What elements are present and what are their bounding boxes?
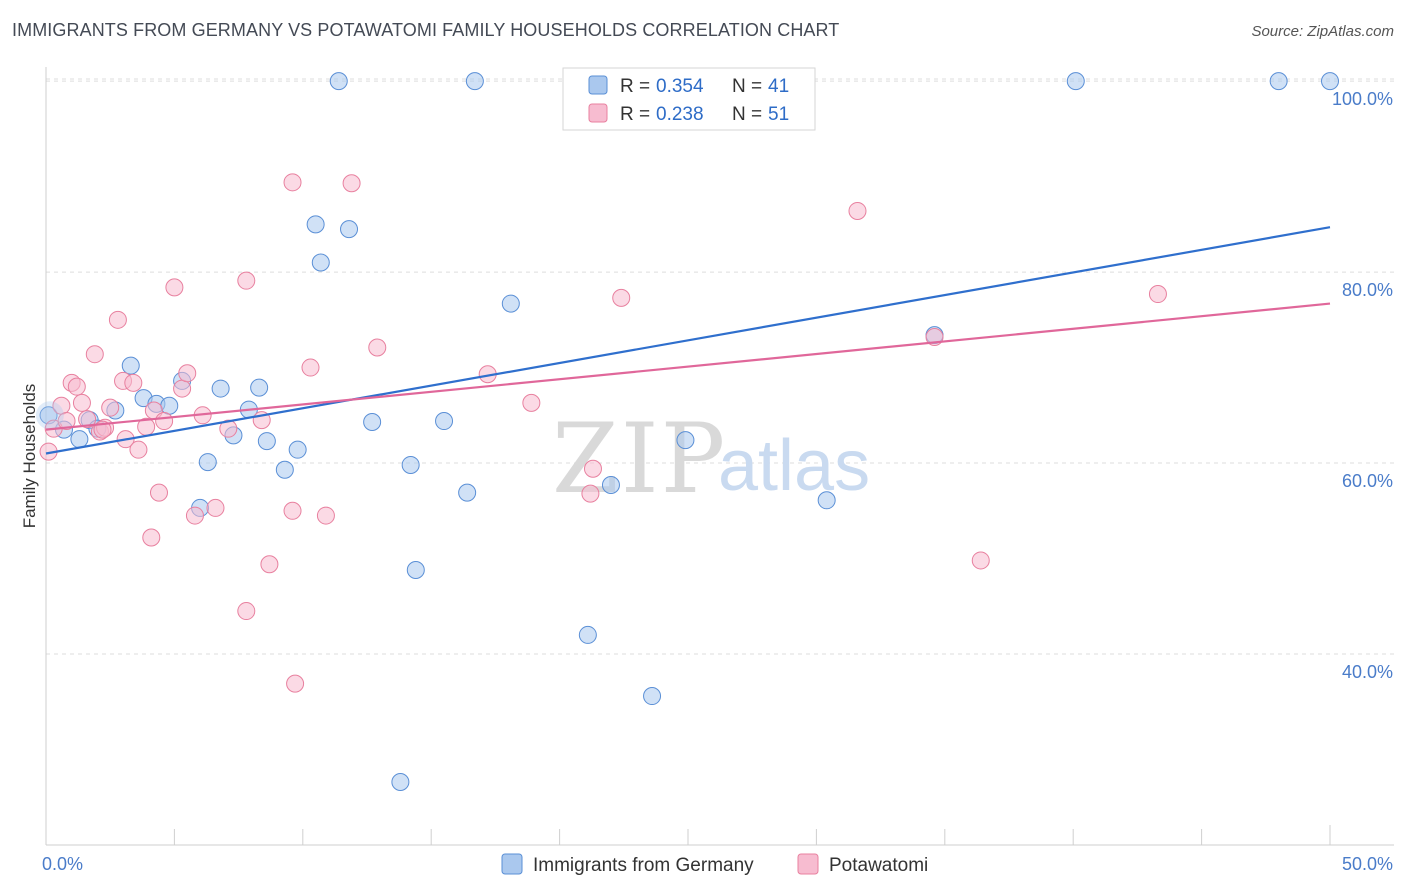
point-potawatomi	[72, 393, 91, 412]
legend-r-value-germany: 0.354	[656, 76, 704, 97]
point-potawatomi	[85, 345, 104, 364]
y-tick-label: 60.0%	[1342, 471, 1393, 491]
bottom-legend-label-germany: Immigrants from Germany	[533, 855, 754, 876]
point-germany	[406, 560, 425, 579]
point-potawatomi	[108, 310, 127, 329]
point-potawatomi	[237, 602, 256, 621]
y-axis-title: Family Households	[20, 384, 39, 529]
point-potawatomi	[612, 288, 631, 307]
y-tick-label: 40.0%	[1342, 662, 1393, 682]
point-potawatomi	[283, 173, 302, 192]
point-potawatomi	[368, 338, 387, 357]
point-potawatomi	[185, 506, 204, 525]
point-potawatomi	[101, 398, 120, 417]
point-potawatomi	[124, 373, 143, 392]
point-potawatomi	[206, 498, 225, 517]
y-tick-label: 100.0%	[1332, 89, 1393, 109]
point-potawatomi	[301, 358, 320, 377]
point-germany	[1066, 72, 1085, 91]
legend-n-label-germany: N =	[732, 76, 762, 97]
chart-source: Source: ZipAtlas.com	[1251, 23, 1394, 40]
legend-swatch-potawatomi	[588, 103, 608, 123]
data-points	[35, 72, 1339, 791]
legend-n-value-germany: 41	[768, 76, 789, 97]
point-potawatomi	[149, 483, 168, 502]
point-potawatomi	[142, 528, 161, 547]
point-potawatomi	[78, 410, 97, 429]
watermark-zip: ZIP	[552, 403, 727, 515]
point-germany	[676, 431, 695, 450]
point-germany	[340, 220, 359, 239]
point-potawatomi	[260, 555, 279, 574]
point-germany	[70, 430, 89, 449]
bottom-legend-swatch-germany	[501, 853, 523, 875]
point-germany	[363, 412, 382, 431]
stats-legend: R = 0.354 N = 41 R = 0.238 N = 51	[562, 67, 816, 131]
legend-r-value-potawatomi: 0.238	[656, 104, 704, 125]
point-potawatomi	[581, 484, 600, 503]
point-germany	[601, 476, 620, 495]
point-potawatomi	[583, 459, 602, 478]
point-germany	[465, 72, 484, 91]
point-potawatomi	[342, 174, 361, 193]
point-germany	[198, 453, 217, 472]
point-potawatomi	[286, 674, 305, 693]
point-potawatomi	[219, 419, 238, 438]
point-germany	[1321, 72, 1339, 91]
point-potawatomi	[522, 393, 541, 412]
point-potawatomi	[848, 201, 867, 220]
legend-n-label-potawatomi: N =	[732, 104, 762, 125]
point-germany	[329, 72, 348, 91]
point-germany	[1269, 72, 1288, 91]
x-tick-label-max: 50.0%	[1342, 854, 1393, 874]
point-potawatomi	[165, 278, 184, 297]
point-germany	[458, 483, 477, 502]
point-potawatomi	[178, 364, 197, 383]
watermark-atlas: atlas	[718, 426, 870, 506]
point-germany	[501, 294, 520, 313]
point-potawatomi	[237, 271, 256, 290]
point-potawatomi	[283, 501, 302, 520]
point-potawatomi	[1148, 285, 1167, 304]
point-potawatomi	[155, 412, 174, 431]
gridlines: 40.0% 60.0% 80.0% 100.0%	[46, 78, 1394, 682]
point-germany	[435, 412, 454, 431]
trend-line-potawatomi	[45, 302, 1331, 431]
point-germany	[288, 440, 307, 459]
point-germany	[121, 356, 140, 375]
point-potawatomi	[173, 379, 192, 398]
point-germany	[211, 379, 230, 398]
point-germany	[311, 253, 330, 272]
legend-r-label-potawatomi: R =	[620, 104, 650, 125]
trend-line-germany	[45, 226, 1331, 455]
point-germany	[275, 460, 294, 479]
legend-r-label-germany: R =	[620, 76, 650, 97]
point-germany	[817, 491, 836, 510]
chart-title: IMMIGRANTS FROM GERMANY VS POTAWATOMI FA…	[12, 20, 840, 40]
x-tick-label-min: 0.0%	[42, 854, 83, 874]
legend-n-value-potawatomi: 51	[768, 104, 789, 125]
point-germany	[250, 378, 269, 397]
point-potawatomi	[129, 440, 148, 459]
point-germany	[391, 772, 410, 791]
point-germany	[306, 215, 325, 234]
point-potawatomi	[316, 506, 335, 525]
point-cluster-germany	[35, 401, 64, 430]
series-legend: Immigrants from Germany Potawatomi	[501, 853, 928, 876]
point-germany	[643, 687, 662, 706]
point-germany	[578, 625, 597, 644]
point-potawatomi	[57, 412, 76, 431]
point-potawatomi	[971, 551, 990, 570]
bottom-legend-swatch-potawatomi	[797, 853, 819, 875]
point-potawatomi	[67, 377, 86, 396]
watermark: ZIP atlas	[552, 403, 870, 515]
point-germany	[257, 432, 276, 451]
point-germany	[160, 396, 179, 415]
y-tick-label: 80.0%	[1342, 280, 1393, 300]
trend-lines	[45, 226, 1331, 455]
bottom-legend-label-potawatomi: Potawatomi	[829, 855, 928, 876]
point-germany	[401, 455, 420, 474]
legend-swatch-germany	[588, 75, 608, 95]
